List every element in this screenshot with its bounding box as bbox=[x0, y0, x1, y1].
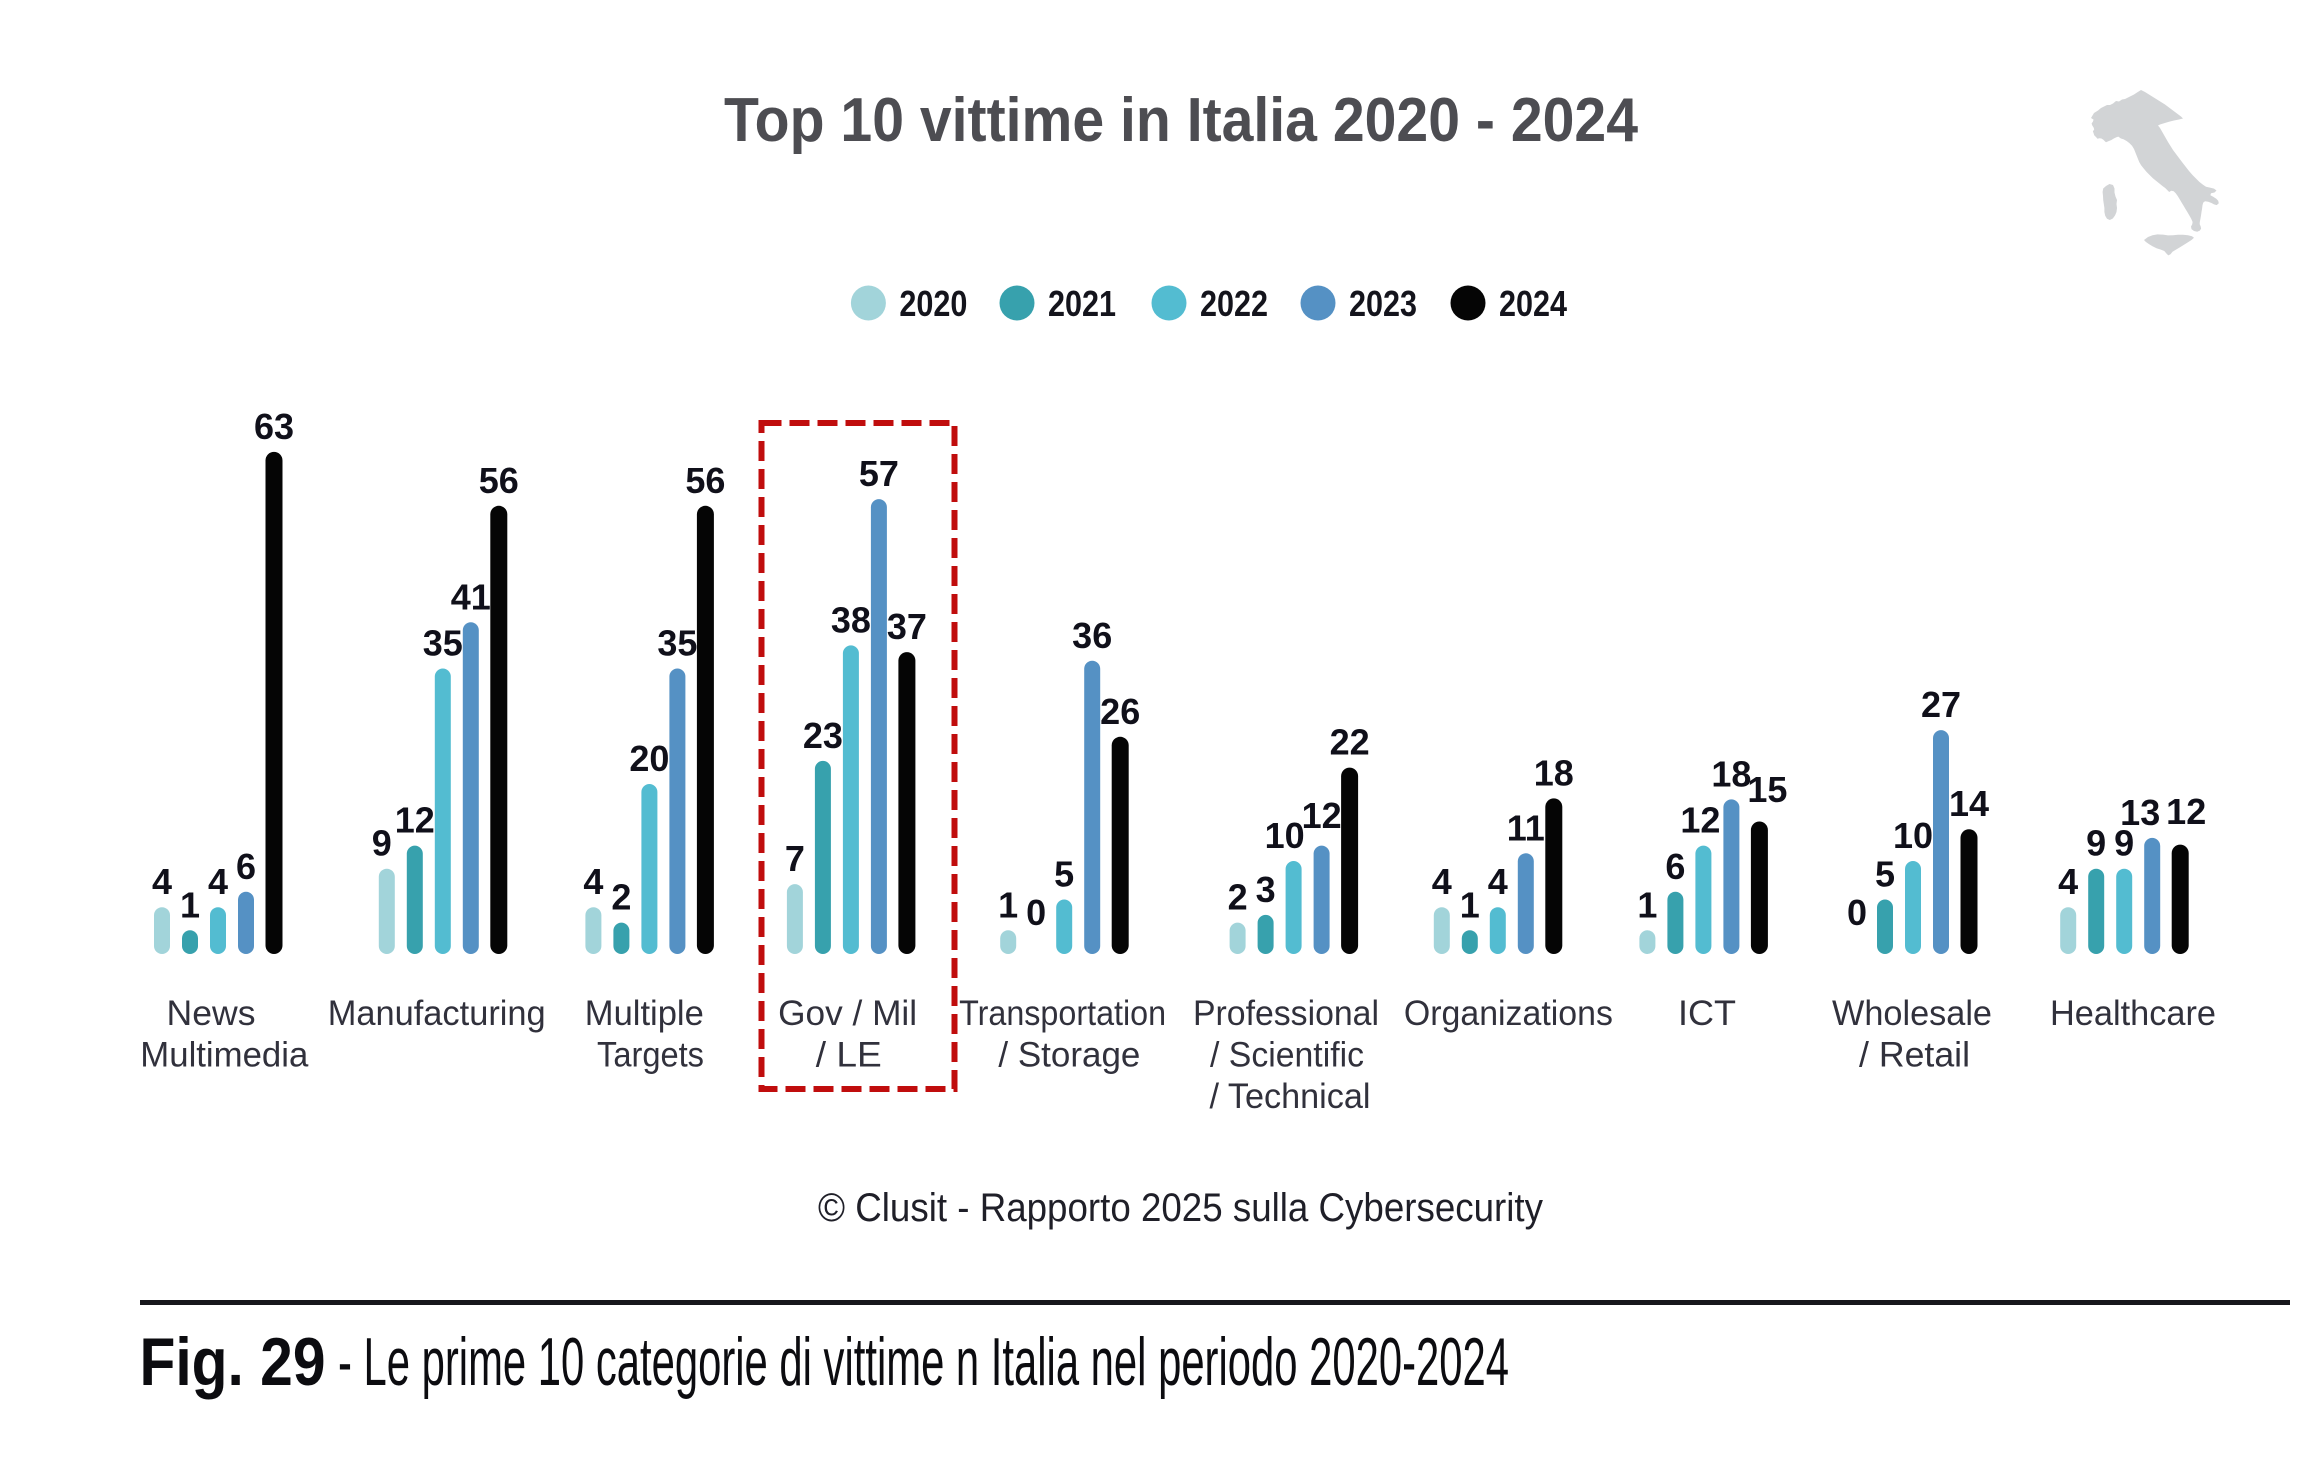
svg-text:20: 20 bbox=[629, 738, 669, 779]
svg-text:1: 1 bbox=[998, 884, 1018, 925]
svg-text:63: 63 bbox=[254, 406, 294, 447]
svg-text:Manufacturing: Manufacturing bbox=[328, 994, 546, 1033]
svg-text:2: 2 bbox=[611, 877, 631, 918]
svg-text:/ Storage: / Storage bbox=[998, 1036, 1140, 1075]
svg-text:Transportation: Transportation bbox=[959, 994, 1166, 1033]
svg-text:41: 41 bbox=[451, 576, 491, 617]
svg-text:14: 14 bbox=[1949, 783, 1989, 824]
svg-text:/ LE: / LE bbox=[816, 1036, 882, 1075]
svg-text:Gov / Mil: Gov / Mil bbox=[778, 994, 917, 1033]
svg-text:36: 36 bbox=[1072, 615, 1112, 656]
svg-text:Professional: Professional bbox=[1193, 994, 1379, 1033]
svg-text:4: 4 bbox=[2058, 861, 2078, 902]
svg-text:Top 10 vittime in Italia 2020: Top 10 vittime in Italia 2020 - 2024 bbox=[724, 86, 1638, 155]
svg-text:10: 10 bbox=[1893, 815, 1933, 856]
svg-text:12: 12 bbox=[1680, 800, 1720, 841]
svg-text:12: 12 bbox=[2166, 791, 2206, 832]
svg-text:/ Retail: / Retail bbox=[1859, 1036, 1970, 1075]
svg-text:9: 9 bbox=[2086, 823, 2106, 864]
svg-text:2024: 2024 bbox=[1499, 283, 1567, 324]
svg-text:2021: 2021 bbox=[1048, 283, 1116, 324]
svg-text:2023: 2023 bbox=[1349, 283, 1417, 324]
svg-text:12: 12 bbox=[395, 800, 435, 841]
svg-text:1: 1 bbox=[180, 884, 200, 925]
svg-text:10: 10 bbox=[1265, 815, 1305, 856]
svg-text:3: 3 bbox=[1256, 869, 1276, 910]
svg-text:Wholesale: Wholesale bbox=[1832, 994, 1992, 1033]
svg-text:18: 18 bbox=[1711, 753, 1751, 794]
svg-text:- Le prime 10 categorie di vit: - Le prime 10 categorie di vittime n Ita… bbox=[338, 1324, 1509, 1400]
svg-text:0: 0 bbox=[1026, 892, 1046, 933]
svg-text:35: 35 bbox=[423, 623, 463, 664]
svg-text:ICT: ICT bbox=[1678, 994, 1736, 1033]
svg-text:1: 1 bbox=[1460, 884, 1480, 925]
svg-text:Multimedia: Multimedia bbox=[140, 1036, 309, 1075]
svg-text:15: 15 bbox=[1747, 769, 1787, 810]
svg-text:Fig. 29: Fig. 29 bbox=[140, 1324, 326, 1400]
svg-text:News: News bbox=[167, 994, 256, 1033]
svg-text:/ Scientific: / Scientific bbox=[1210, 1036, 1364, 1075]
svg-text:22: 22 bbox=[1330, 722, 1370, 763]
svg-text:2020: 2020 bbox=[899, 283, 967, 324]
svg-text:4: 4 bbox=[1488, 861, 1508, 902]
svg-text:5: 5 bbox=[1875, 854, 1895, 895]
svg-text:/ Technical: / Technical bbox=[1210, 1077, 1371, 1116]
svg-text:56: 56 bbox=[685, 460, 725, 501]
svg-text:18: 18 bbox=[1534, 752, 1574, 793]
svg-text:5: 5 bbox=[1054, 854, 1074, 895]
svg-text:26: 26 bbox=[1100, 691, 1140, 732]
svg-text:Multiple: Multiple bbox=[585, 994, 704, 1033]
svg-text:2: 2 bbox=[1228, 877, 1248, 918]
svg-text:Healthcare: Healthcare bbox=[2050, 994, 2216, 1033]
svg-text:6: 6 bbox=[1665, 846, 1685, 887]
svg-text:4: 4 bbox=[152, 861, 172, 902]
svg-text:© Clusit - Rapporto 2025 sulla: © Clusit - Rapporto 2025 sulla Cybersecu… bbox=[818, 1186, 1543, 1230]
svg-text:9: 9 bbox=[2114, 823, 2134, 864]
svg-text:27: 27 bbox=[1921, 684, 1961, 725]
svg-text:9: 9 bbox=[372, 823, 392, 864]
svg-text:4: 4 bbox=[208, 861, 228, 902]
svg-text:0: 0 bbox=[1847, 892, 1867, 933]
svg-text:4: 4 bbox=[583, 861, 603, 902]
svg-text:12: 12 bbox=[1302, 795, 1342, 836]
svg-text:38: 38 bbox=[831, 599, 871, 640]
svg-text:56: 56 bbox=[479, 460, 519, 501]
svg-text:37: 37 bbox=[887, 606, 927, 647]
svg-text:Organizations: Organizations bbox=[1404, 994, 1613, 1033]
svg-text:57: 57 bbox=[859, 453, 899, 494]
svg-text:13: 13 bbox=[2120, 792, 2160, 833]
svg-text:35: 35 bbox=[657, 623, 697, 664]
svg-text:2022: 2022 bbox=[1200, 283, 1268, 324]
svg-text:11: 11 bbox=[1507, 807, 1545, 848]
svg-text:7: 7 bbox=[785, 838, 805, 879]
svg-text:Targets: Targets bbox=[597, 1036, 704, 1075]
svg-text:4: 4 bbox=[1432, 861, 1452, 902]
svg-text:1: 1 bbox=[1637, 884, 1657, 925]
svg-text:23: 23 bbox=[803, 715, 843, 756]
svg-text:6: 6 bbox=[236, 846, 256, 887]
